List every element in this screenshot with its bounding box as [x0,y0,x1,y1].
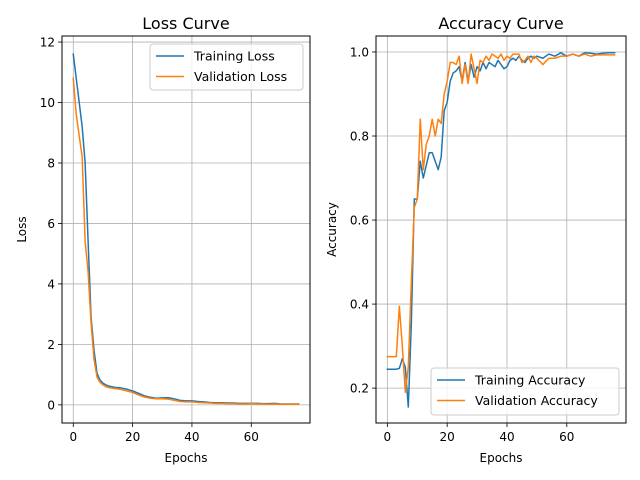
legend-label: Validation Accuracy [475,393,598,408]
y-axis-label: Loss [15,216,29,242]
y-tick-label: 2 [47,338,55,352]
x-tick-label: 40 [499,430,514,444]
x-tick-label: 40 [184,430,199,444]
plot-frame [61,35,311,424]
y-tick-label: 0 [47,398,55,412]
series-line-training-loss [72,53,300,405]
plot-frame [375,35,627,424]
y-tick-label: 8 [47,156,55,170]
series-line-validation-loss [72,77,300,405]
x-axis-label: Epochs [480,451,523,465]
y-tick-label: 0.4 [350,298,369,312]
y-tick-label: 4 [47,277,55,291]
y-tick-label: 6 [47,217,55,231]
y-tick-label: 0.8 [350,130,369,144]
legend-label: Training Accuracy [474,373,586,388]
legend: Training Accuracy Validation Accuracy [430,367,620,416]
y-tick-label: 0.6 [350,214,369,228]
chart-panel-1: 0 20 40 60 0 2 4 6 8 10 12 Loss Curve Epochs Loss Trai… [15,14,311,465]
x-tick-label: 0 [69,430,77,444]
x-tick-label: 20 [125,430,140,444]
x-tick-label: 0 [384,430,392,444]
chart-title: Accuracy Curve [438,14,563,33]
y-tick-label: 10 [40,96,55,110]
legend-label: Training Loss [193,49,275,64]
y-tick-label: 12 [40,36,55,50]
y-tick-label: 1.0 [350,45,369,59]
series-line-validation-accuracy [386,53,616,394]
x-axis-label: Epochs [165,451,208,465]
series-line-training-accuracy [386,52,616,408]
x-tick-label: 60 [559,430,574,444]
chart-panel-2: 0 20 40 60 0.2 0.4 0.6 0.8 1.0 Accuracy Curve Epoc… [325,14,627,465]
legend-label: Validation Loss [194,69,287,84]
legend: Training Loss Validation Loss [149,43,304,91]
chart-title: Loss Curve [142,14,229,33]
y-tick-label: 0.2 [350,382,369,396]
y-axis-label: Accuracy [325,202,339,257]
legend-box [430,367,620,416]
x-tick-label: 60 [244,430,259,444]
legend-box [149,43,304,91]
x-tick-label: 20 [440,430,455,444]
